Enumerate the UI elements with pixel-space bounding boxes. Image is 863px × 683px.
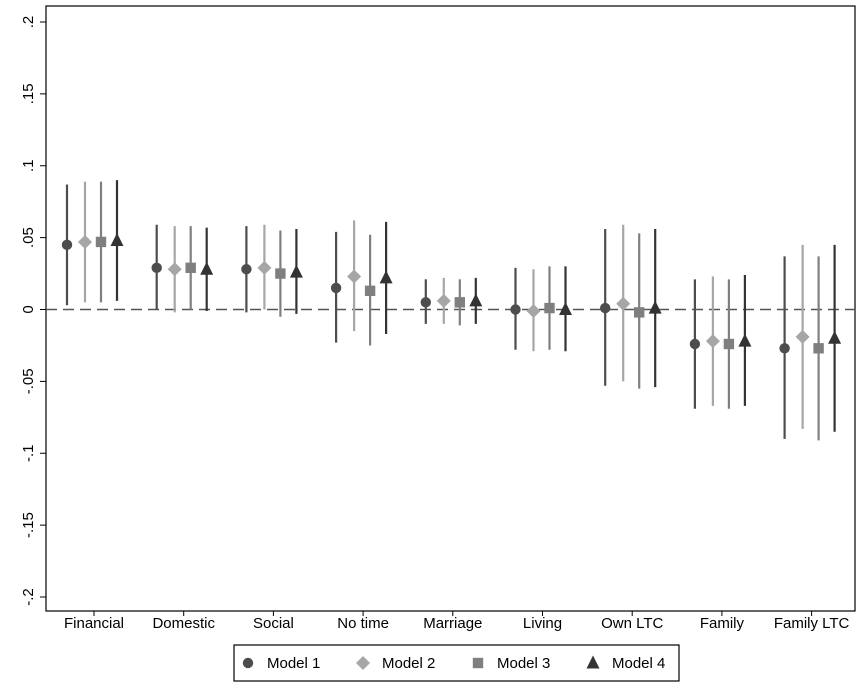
legend-marker bbox=[586, 655, 600, 669]
point-estimate-marker bbox=[634, 307, 645, 318]
y-tick-label: .2 bbox=[20, 16, 37, 29]
series-model-3 bbox=[95, 181, 824, 441]
plot-border bbox=[45, 5, 856, 612]
point-estimate-marker bbox=[151, 262, 162, 274]
point-estimate-marker bbox=[723, 338, 735, 350]
y-tick-label: -.05 bbox=[20, 368, 37, 394]
x-category-label: Domestic bbox=[152, 615, 215, 632]
legend-label: Model 4 bbox=[612, 655, 665, 672]
legend-marker bbox=[242, 657, 254, 669]
legend: Model 1 Model 2 Model 3 Model 4 bbox=[233, 644, 680, 682]
point-estimate-marker bbox=[330, 282, 342, 294]
point-estimate-marker bbox=[526, 303, 541, 318]
point-estimate-marker bbox=[95, 236, 107, 248]
point-estimate-marker bbox=[78, 234, 92, 249]
point-estimate-marker bbox=[347, 269, 362, 284]
point-estimate-marker bbox=[600, 302, 611, 314]
point-estimate-marker bbox=[241, 264, 252, 275]
point-estimate-marker bbox=[436, 293, 451, 308]
y-tick-label: .1 bbox=[20, 159, 37, 172]
point-estimate-marker bbox=[616, 296, 631, 311]
point-estimate-marker bbox=[689, 338, 701, 350]
x-category-label: Living bbox=[523, 615, 562, 632]
point-estimate-marker bbox=[828, 330, 842, 344]
y-axis: .2 .15 .1 .05 0 -.05 -.1 -.15 -.2 bbox=[20, 16, 46, 606]
legend-marker bbox=[356, 656, 370, 670]
x-category-label: No time bbox=[337, 615, 389, 632]
point-estimate-marker bbox=[454, 297, 465, 308]
legend-label: Model 2 bbox=[382, 655, 435, 672]
point-estimate-marker bbox=[185, 262, 196, 274]
x-category-label: Own LTC bbox=[601, 615, 663, 632]
point-estimate-marker bbox=[559, 302, 572, 315]
point-estimate-marker bbox=[61, 239, 73, 251]
series-model-1 bbox=[61, 184, 790, 439]
x-category-label: Marriage bbox=[423, 615, 482, 632]
point-estimate-marker bbox=[379, 270, 393, 284]
x-axis: Financial Domestic Social No time Marriage Li… bbox=[64, 611, 850, 632]
y-tick-label: 0 bbox=[20, 305, 37, 313]
point-estimate-marker bbox=[705, 334, 720, 349]
point-estimate-marker bbox=[200, 261, 214, 275]
legend-box bbox=[233, 644, 680, 682]
y-tick-label: .05 bbox=[20, 227, 37, 248]
point-estimate-marker bbox=[420, 297, 431, 308]
point-estimate-marker bbox=[813, 343, 824, 354]
point-estimate-marker bbox=[469, 293, 483, 307]
point-estimate-marker bbox=[275, 268, 286, 279]
point-estimate-marker bbox=[510, 304, 521, 315]
point-estimate-marker bbox=[110, 233, 124, 246]
data-marks bbox=[46, 180, 855, 441]
point-estimate-marker bbox=[738, 333, 752, 347]
point-estimate-marker bbox=[167, 262, 182, 277]
x-category-label: Social bbox=[253, 615, 294, 632]
legend-label: Model 3 bbox=[497, 655, 550, 672]
point-estimate-marker bbox=[795, 329, 810, 344]
point-estimate-marker bbox=[289, 264, 303, 278]
point-estimate-marker bbox=[364, 285, 376, 297]
x-category-label: Family bbox=[700, 615, 745, 632]
plot-frame bbox=[45, 5, 856, 612]
y-tick-label: -.15 bbox=[20, 512, 37, 538]
y-tick-label: .15 bbox=[20, 83, 37, 104]
y-tick-label: -.1 bbox=[20, 444, 37, 462]
point-estimate-marker bbox=[779, 343, 790, 354]
series-model-4 bbox=[110, 180, 842, 432]
x-category-label: Family LTC bbox=[774, 615, 850, 632]
legend-marker bbox=[472, 657, 484, 669]
series-model-2 bbox=[78, 181, 810, 429]
point-estimate-marker bbox=[257, 260, 272, 275]
point-estimate-marker bbox=[544, 302, 555, 314]
y-tick-label: -.2 bbox=[20, 588, 37, 606]
legend-label: Model 1 bbox=[267, 655, 320, 672]
point-estimate-marker bbox=[648, 300, 662, 314]
x-category-label: Financial bbox=[64, 615, 124, 632]
